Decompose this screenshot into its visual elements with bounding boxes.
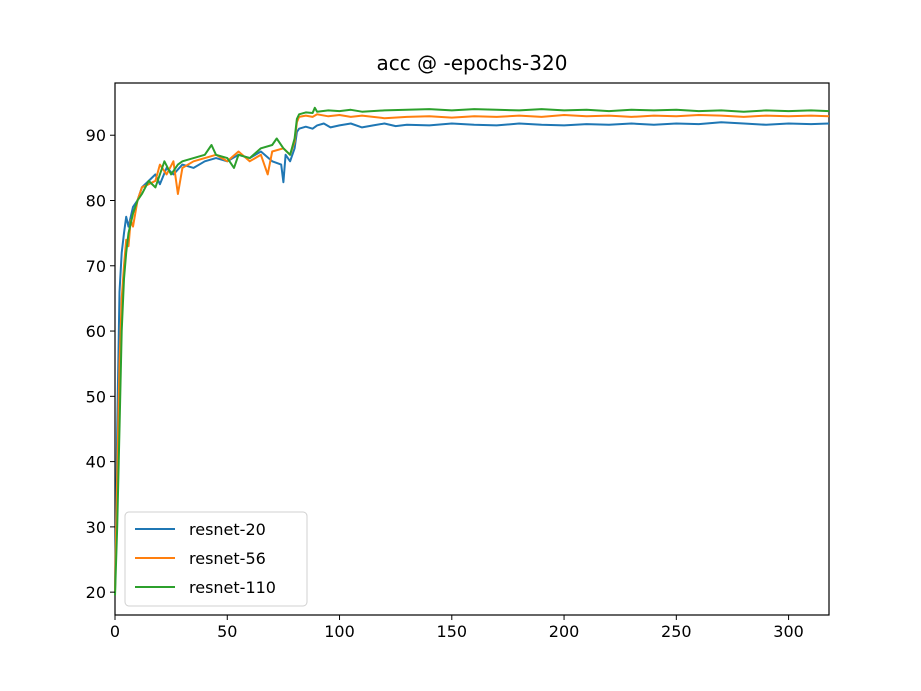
plot-area: 0 50 100 150 200 250 300 20 30 40 50 60 70 80 90 bbox=[86, 82, 830, 641]
y-tick-label: 60 bbox=[86, 322, 106, 341]
series-line-resnet-110 bbox=[114, 106, 830, 596]
y-tick-label: 70 bbox=[86, 257, 106, 276]
x-tick-label: 200 bbox=[549, 622, 580, 641]
legend: resnet-20 resnet-56 resnet-110 bbox=[124, 511, 308, 607]
series-line-resnet-20 bbox=[114, 121, 830, 593]
y-tick-label: 40 bbox=[86, 453, 106, 472]
y-axis: 20 30 40 50 60 70 80 90 bbox=[86, 126, 115, 602]
y-tick-label: 80 bbox=[86, 191, 106, 210]
x-axis: 0 50 100 150 200 250 300 bbox=[110, 615, 804, 641]
y-tick-label: 30 bbox=[86, 518, 106, 537]
axes-frame bbox=[114, 82, 830, 616]
series-layer bbox=[114, 106, 830, 596]
x-tick-label: 250 bbox=[661, 622, 692, 641]
y-tick-label: 50 bbox=[86, 387, 106, 406]
x-tick-label: 0 bbox=[110, 622, 120, 641]
legend-label: resnet-56 bbox=[189, 549, 266, 568]
legend-label: resnet-20 bbox=[189, 520, 266, 539]
chart-title: acc @ -epochs-320 bbox=[377, 51, 568, 75]
x-tick-label: 300 bbox=[773, 622, 804, 641]
legend-label: resnet-110 bbox=[189, 578, 276, 597]
x-tick-label: 100 bbox=[324, 622, 355, 641]
x-tick-label: 50 bbox=[217, 622, 237, 641]
x-tick-label: 150 bbox=[437, 622, 468, 641]
legend-frame bbox=[124, 511, 308, 607]
y-tick-label: 90 bbox=[86, 126, 106, 145]
y-tick-label: 20 bbox=[86, 583, 106, 602]
